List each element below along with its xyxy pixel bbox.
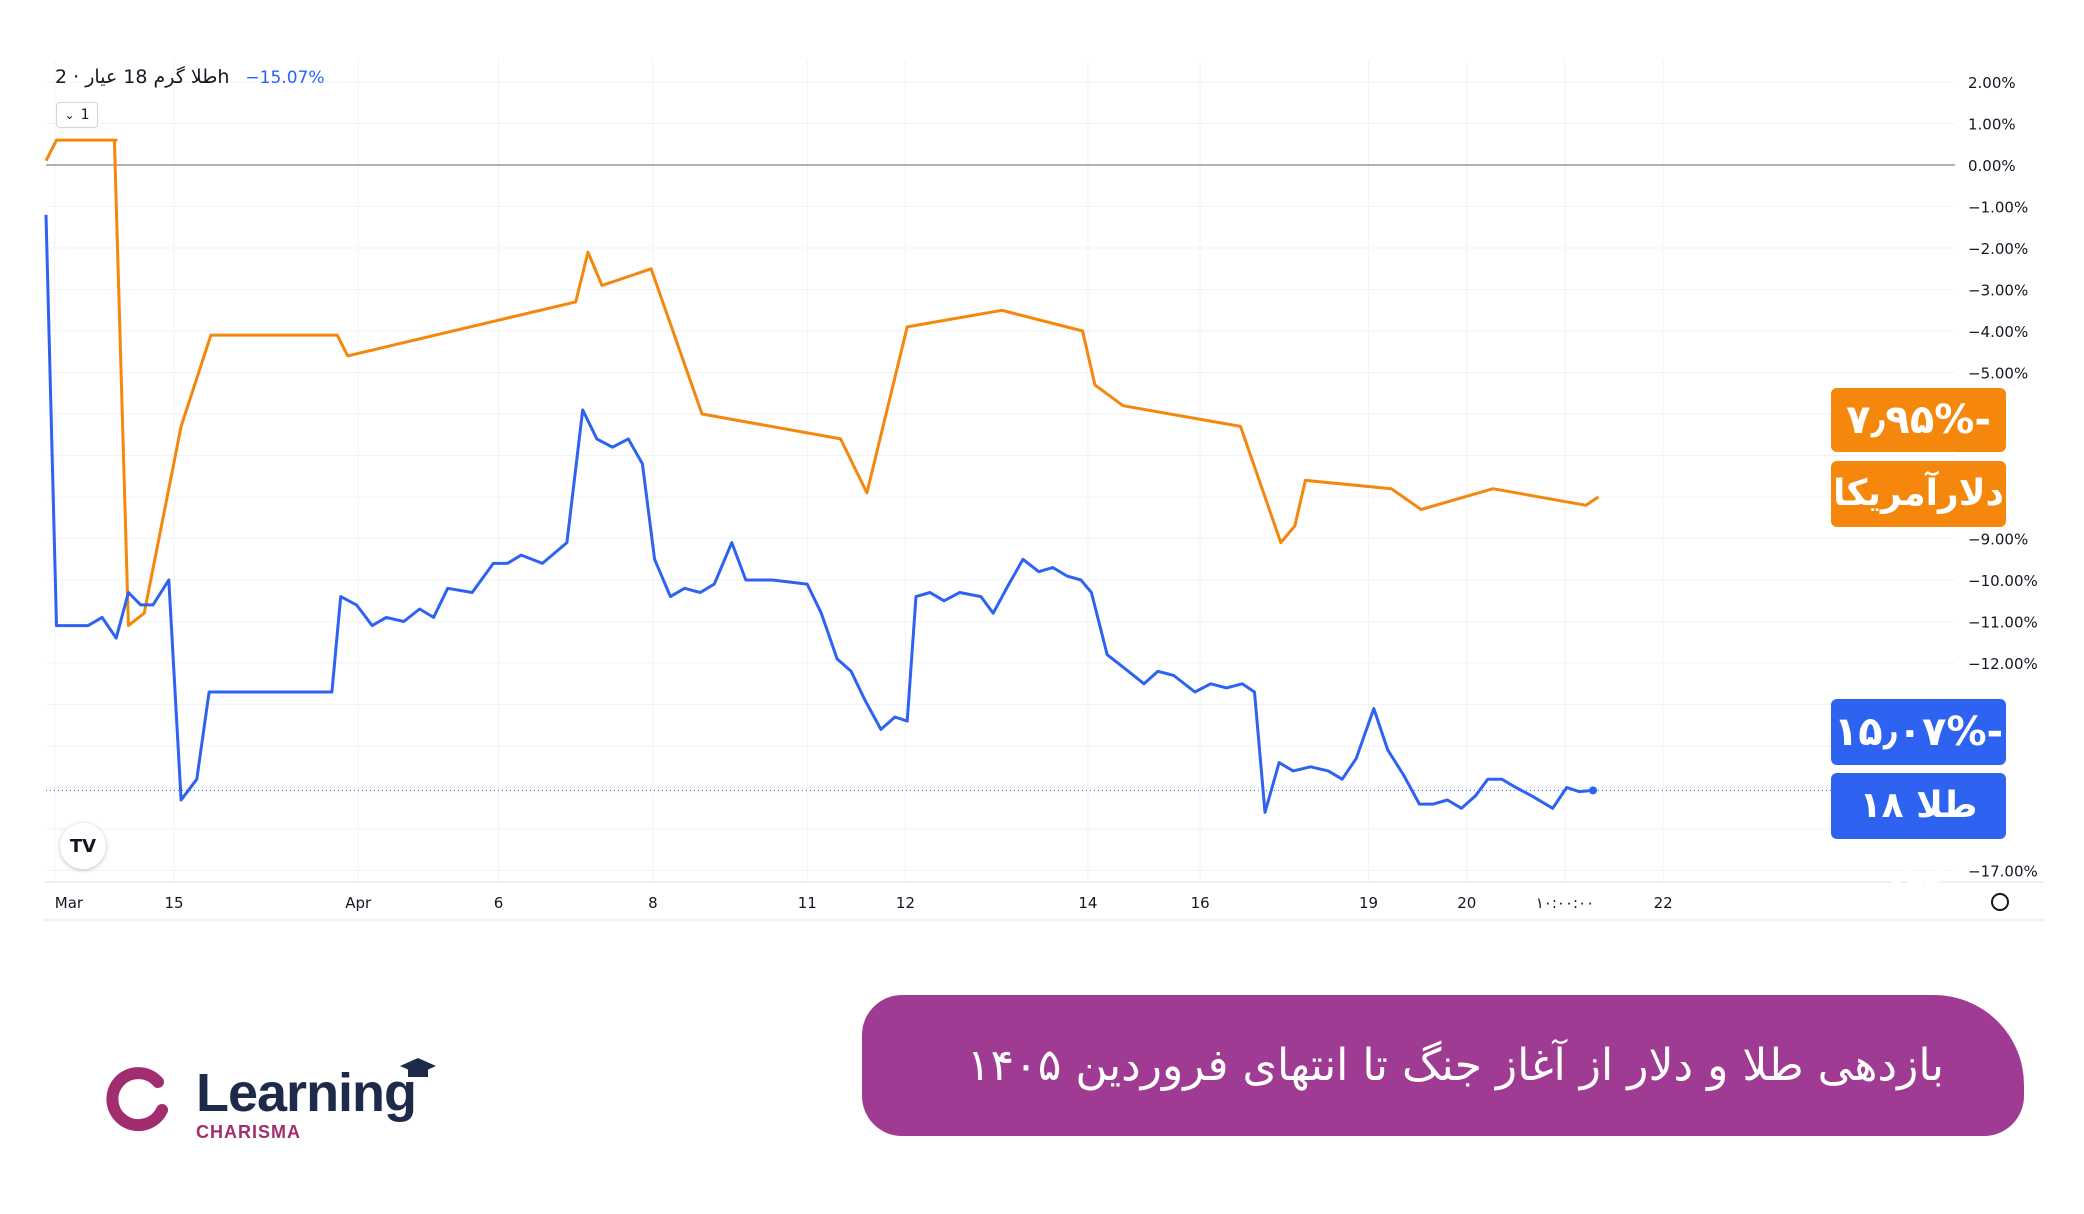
chevron-down-icon: ⌄ [64,108,75,122]
usd-percent-label: -۷٫۹۵% [1831,388,2006,452]
y-tick-label: 0.00% [1968,157,2016,175]
tv-logo-text: TV [69,835,97,857]
gold-last-point [1589,786,1598,795]
y-tick-label: −1.00% [1968,199,2028,217]
gold-series-line [44,214,1594,814]
gold-percent-text: -۱۵٫۰۷% [1833,709,2004,755]
brand-logo: Learning CHARISMA [100,1058,460,1142]
y-tick-label: 2.00% [1968,74,2016,92]
y-tick-label: 1.00% [1968,116,2016,134]
x-tick-label: 11 [798,894,817,912]
tradingview-logo-icon[interactable]: TV [60,823,106,869]
x-tick-label: 16 [1191,894,1210,912]
symbol-title: طلا گرم 18 عیار · 2h [55,66,230,88]
usd-name-text: دلارآمریکا [1833,473,2004,514]
gold-name-text: طلا ۱۸ عیار [1859,785,1978,892]
x-tick-label: Mar [55,894,84,912]
interval-selector[interactable]: ⌄ 1 [56,102,98,128]
brand-mark-icon [106,1067,168,1132]
x-tick-label: 6 [494,894,504,912]
y-tick-label: −5.00% [1968,365,2028,383]
x-tick-label: 14 [1078,894,1097,912]
x-tick-label: 19 [1359,894,1378,912]
gold-percent-label: -۱۵٫۰۷% [1831,699,2006,765]
y-tick-label: −11.00% [1968,614,2038,632]
usd-percent-text: -۷٫۹۵% [1846,397,1991,443]
brand-sub: CHARISMA [196,1122,301,1142]
brand-name: Learning [196,1063,417,1123]
banner-title: بازدهی طلا و دلار از آغاز جنگ تا انتهای … [966,1040,1944,1091]
x-tick-label: 8 [648,894,658,912]
graduation-cap-icon [400,1058,436,1077]
y-tick-label: −17.00% [1968,863,2038,881]
change-value: −15.07% [245,68,325,88]
y-tick-label: −3.00% [1968,282,2028,300]
gold-name-label: طلا ۱۸ عیار [1831,773,2006,892]
x-tick-label: 12 [896,894,915,912]
x-tick-label: 15 [164,894,183,912]
interval-value: 1 [80,107,90,123]
y-tick-label: −12.00% [1968,655,2038,673]
y-tick-label: −4.00% [1968,323,2028,341]
x-tick-label: 22 [1654,894,1673,912]
x-tick-label: 20 [1457,894,1476,912]
usd-name-label: دلارآمریکا [1831,461,2006,527]
usd-series-line [44,138,1600,628]
chart-header: طلا گرم 18 عیار · 2h −15.07% [55,66,325,88]
gear-icon[interactable] [1991,893,2009,911]
title-banner: بازدهی طلا و دلار از آغاز جنگ تا انتهای … [862,995,2024,1136]
x-tick-label: Apr [345,894,372,912]
x-tick-label: ۱۰:۰۰:۰۰ [1536,894,1594,912]
y-tick-label: −10.00% [1968,572,2038,590]
y-tick-label: −9.00% [1968,531,2028,549]
y-tick-label: −2.00% [1968,240,2028,258]
